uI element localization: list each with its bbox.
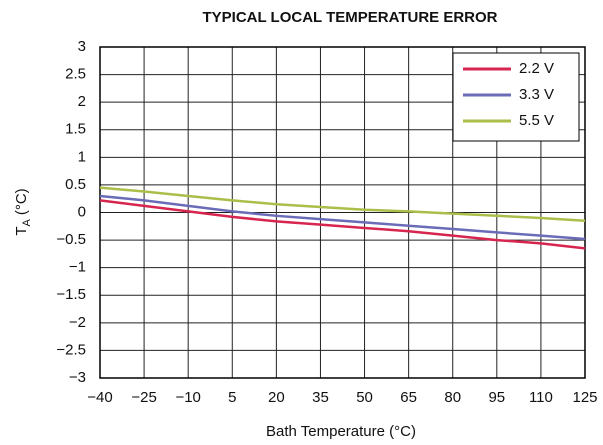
x-tick-label: 20 [268, 389, 285, 406]
x-tick-label: 5 [228, 389, 236, 406]
y-tick-label: −3 [69, 369, 86, 386]
chart-title: TYPICAL LOCAL TEMPERATURE ERROR [202, 9, 497, 26]
y-tick-label: 0 [78, 203, 86, 220]
y-tick-label: 1 [78, 148, 86, 165]
series-line [99, 186, 586, 223]
y-label-sub: A [21, 219, 33, 227]
legend-label: 5.5 V [519, 112, 554, 129]
y-tick-label: 2 [78, 93, 86, 110]
legend-box [452, 52, 580, 142]
x-tick-label: 50 [356, 389, 373, 406]
x-tick-label: −25 [131, 389, 156, 406]
x-tick-label: 125 [572, 389, 597, 406]
y-tick-label: 3 [78, 38, 86, 55]
y-tick-label: −0.5 [56, 231, 86, 248]
y-tick-label: −2.5 [56, 341, 86, 358]
x-tick-label: −40 [87, 389, 112, 406]
y-tick-label: 1.5 [65, 121, 86, 138]
y-axis-label: TA (°C) [13, 188, 33, 235]
y-tick-label: −1 [69, 259, 86, 276]
series-line [99, 194, 586, 241]
x-tick-label: 110 [529, 389, 553, 406]
x-tick-label: 65 [400, 389, 417, 406]
legend: 2.2 V 3.3 V 5.5 V [452, 52, 580, 142]
y-label-unit: (°C) [13, 188, 30, 215]
x-axis-label: Bath Temperature (°C) [266, 423, 416, 440]
x-tick-label: 35 [312, 389, 329, 406]
y-tick-label: 0.5 [65, 176, 86, 193]
y-label-main: T [13, 227, 30, 236]
x-tick-label: 80 [444, 389, 461, 406]
y-tick-label: −2 [69, 314, 86, 331]
x-tick-label: −10 [175, 389, 200, 406]
legend-label: 3.3 V [519, 86, 554, 103]
y-tick-label: −1.5 [56, 286, 86, 303]
x-tick-label: 95 [488, 389, 505, 406]
y-tick-label: 2.5 [65, 66, 86, 83]
plot-border [99, 46, 586, 379]
series-line [99, 199, 586, 250]
legend-label: 2.2 V [519, 60, 554, 77]
